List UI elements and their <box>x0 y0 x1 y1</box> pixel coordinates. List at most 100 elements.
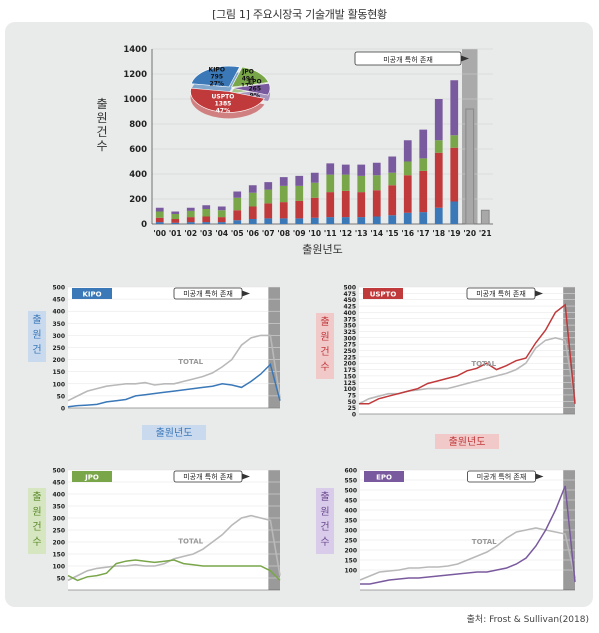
bar-epo <box>388 156 397 173</box>
epo-total-label: TOTAL <box>472 538 497 546</box>
uspto-y-axis-title-char: 건 <box>320 346 329 358</box>
uspto-total-label: TOTAL <box>471 360 496 368</box>
x-tick-label: '02 <box>184 229 197 238</box>
bar-jpo <box>171 214 180 219</box>
epo-series-tag <box>364 471 404 482</box>
x-tick-label: '19 <box>448 229 461 238</box>
uspto-y-tick-label: 425 <box>343 304 356 311</box>
uspto-ylabel-bg <box>316 313 334 379</box>
kipo-y-tick-label: 350 <box>52 321 65 328</box>
bar-uspto <box>310 197 319 218</box>
bar-uspto <box>233 210 242 221</box>
x-tick-label: '00 <box>153 229 166 238</box>
bar-epo <box>403 140 412 162</box>
x-tick-label: '18 <box>432 229 445 238</box>
bar-kipo <box>171 222 180 224</box>
bar-uspto <box>357 192 366 218</box>
bar-jpo <box>295 185 304 201</box>
bar-kipo <box>279 218 288 224</box>
bar-kipo <box>450 201 459 224</box>
uspto-y-tick-label: 300 <box>343 335 356 342</box>
epo-note: 미공개 특허 존재 <box>467 470 544 483</box>
bar-epo <box>217 206 226 211</box>
bar-epo <box>450 80 459 136</box>
bar-jpo <box>419 158 428 171</box>
y-axis-title-char: 원 <box>96 111 107 125</box>
x-tick-label: '14 <box>370 229 383 238</box>
epo-y-tick-label: 600 <box>344 468 357 475</box>
epo-y-tick-label: 150 <box>344 558 357 565</box>
bar-epo <box>341 164 350 175</box>
bar-kipo <box>217 222 226 224</box>
bar-uspto <box>248 206 257 219</box>
epo-y-tick-label: 300 <box>344 528 357 535</box>
bar-uspto <box>434 152 443 208</box>
y-axis-title-char: 건 <box>96 125 107 139</box>
epo-y-axis-title-char: 수 <box>320 536 329 548</box>
x-tick-label: '05 <box>231 229 244 238</box>
jpo-y-tick-label: 350 <box>52 504 65 511</box>
bar-jpo <box>248 192 257 207</box>
uspto-y-tick-label: 50 <box>348 399 356 406</box>
bar-jpo <box>357 175 366 193</box>
y-tick-label: 1400 <box>123 45 147 55</box>
bar-epo <box>202 205 211 209</box>
bar-uspto <box>450 147 459 202</box>
pie-pct: 9% <box>250 93 260 100</box>
bar-epo <box>419 129 428 159</box>
uspto-y-tick-label: 325 <box>343 329 356 336</box>
bar-kipo <box>202 222 211 224</box>
jpo-ylabel-bg <box>28 488 46 554</box>
bar-jpo <box>450 135 459 148</box>
bar-unpublished <box>480 209 490 225</box>
jpo-y-axis-title-char: 원 <box>32 506 41 518</box>
kipo-y-tick-label: 500 <box>52 285 65 292</box>
kipo-series-tag-label: KIPO <box>82 291 101 299</box>
main-note: 미공개 특허 존재 <box>354 51 469 66</box>
jpo-y-tick-label: 100 <box>52 564 65 571</box>
x-tick-label: '17 <box>417 229 430 238</box>
y-tick-label: 0 <box>141 220 147 230</box>
bar-uspto <box>171 219 180 223</box>
bar-jpo <box>341 174 350 191</box>
y-tick-label: 200 <box>129 195 147 205</box>
pie-pct: 27% <box>210 80 224 87</box>
uspto-y-tick-label: 375 <box>343 316 356 323</box>
x-tick-label: '04 <box>215 229 228 238</box>
epo-y-tick-label: 500 <box>344 488 357 495</box>
bar-jpo <box>155 211 164 218</box>
jpo-y-tick-label: 150 <box>52 552 65 559</box>
y-tick-label: 400 <box>129 170 147 180</box>
line-chart-epo: 100 150 200 250 300 350 400 450 500 550 600 EPO TOTA… <box>316 468 576 591</box>
jpo-y-tick-label: 200 <box>52 540 65 547</box>
main-note-label: 미공개 특허 존재 <box>383 55 433 64</box>
bar-epo <box>171 211 180 214</box>
bar-kipo <box>264 218 273 224</box>
kipo-x-axis-title: 출원년도 <box>156 427 193 439</box>
x-tick-label: '13 <box>355 229 368 238</box>
uspto-y-tick-label: 250 <box>343 348 356 355</box>
kipo-y-tick-label: 150 <box>52 369 65 376</box>
kipo-xlabel-bg <box>142 425 206 440</box>
pie-value: 795 <box>210 73 223 80</box>
x-axis-title: 출원년도 <box>302 243 342 256</box>
bar-epo <box>326 163 335 175</box>
jpo-y-tick-label: 500 <box>52 468 65 475</box>
bar-uspto <box>217 217 226 223</box>
uspto-series-tag <box>363 288 403 299</box>
bar-kipo <box>248 219 257 224</box>
epo-note-label: 미공개 특허 존재 <box>477 472 527 481</box>
x-tick-label: '10 <box>308 229 321 238</box>
bar-epo <box>357 164 366 176</box>
kipo-y-tick-label: 400 <box>52 309 65 316</box>
pie-label: USPTO <box>212 94 235 101</box>
bar-uspto <box>295 200 304 219</box>
uspto-y-tick-label: 275 <box>343 342 356 349</box>
epo-y-tick-label: 550 <box>344 478 357 485</box>
jpo-y-tick-label: 250 <box>52 528 65 535</box>
jpo-note-label: 미공개 특허 존재 <box>183 472 233 481</box>
epo-y-tick-label: 250 <box>344 538 357 545</box>
